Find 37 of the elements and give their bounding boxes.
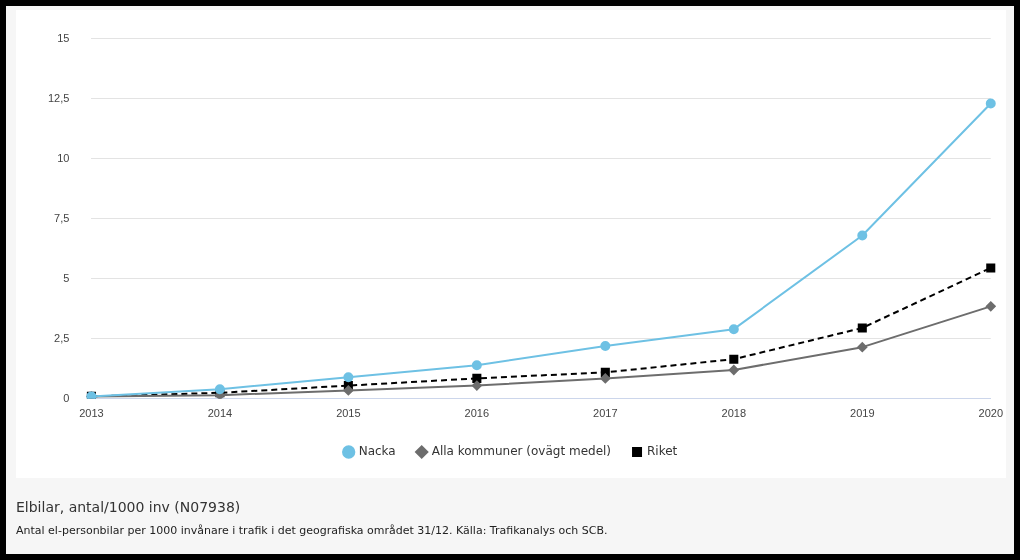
y-tick-label: 2,5	[54, 331, 70, 344]
point	[600, 340, 611, 351]
text: Antal el-personbilar per 1000 invånare i trafik i det geografiska området 31/12. Källa: Trafikanalys och SCB.	[16, 524, 608, 537]
x-tick-label: 2014	[207, 407, 233, 420]
x-tick-label: 2013	[79, 407, 104, 420]
x-tick-label: 2020	[978, 407, 1004, 420]
point	[985, 98, 996, 109]
x-tick-label: 2017	[593, 407, 618, 420]
x-tick-label: 2016	[464, 407, 490, 420]
point	[857, 323, 867, 333]
point	[600, 373, 611, 384]
point	[343, 372, 354, 383]
x-tick-label: 2015	[336, 407, 361, 420]
point	[857, 230, 868, 241]
y-tick-label: 7,5	[54, 211, 70, 224]
y-tick-label: 15	[57, 31, 70, 44]
point	[728, 324, 739, 335]
y-tick-label: 12,5	[47, 91, 70, 104]
point	[214, 384, 225, 395]
legend-label: Nacka	[358, 444, 396, 459]
legend-label: Alla kommuner (ovägt medel)	[431, 444, 612, 459]
point	[471, 360, 482, 371]
legend-label: Riket	[647, 444, 678, 459]
x-tick-label: 2018	[721, 407, 747, 420]
point	[472, 373, 482, 383]
point	[986, 263, 996, 273]
point	[729, 354, 739, 364]
point	[471, 380, 482, 391]
point	[985, 301, 996, 312]
y-tick-label: 10	[57, 151, 70, 164]
point	[728, 364, 739, 375]
point	[857, 342, 868, 353]
x-tick-label: 2019	[850, 407, 875, 420]
text: Elbilar, antal/1000 inv (N07938)	[16, 499, 241, 515]
y-tick-label: 5	[63, 271, 70, 284]
y-tick-label: 0	[63, 391, 70, 404]
point	[343, 385, 354, 396]
